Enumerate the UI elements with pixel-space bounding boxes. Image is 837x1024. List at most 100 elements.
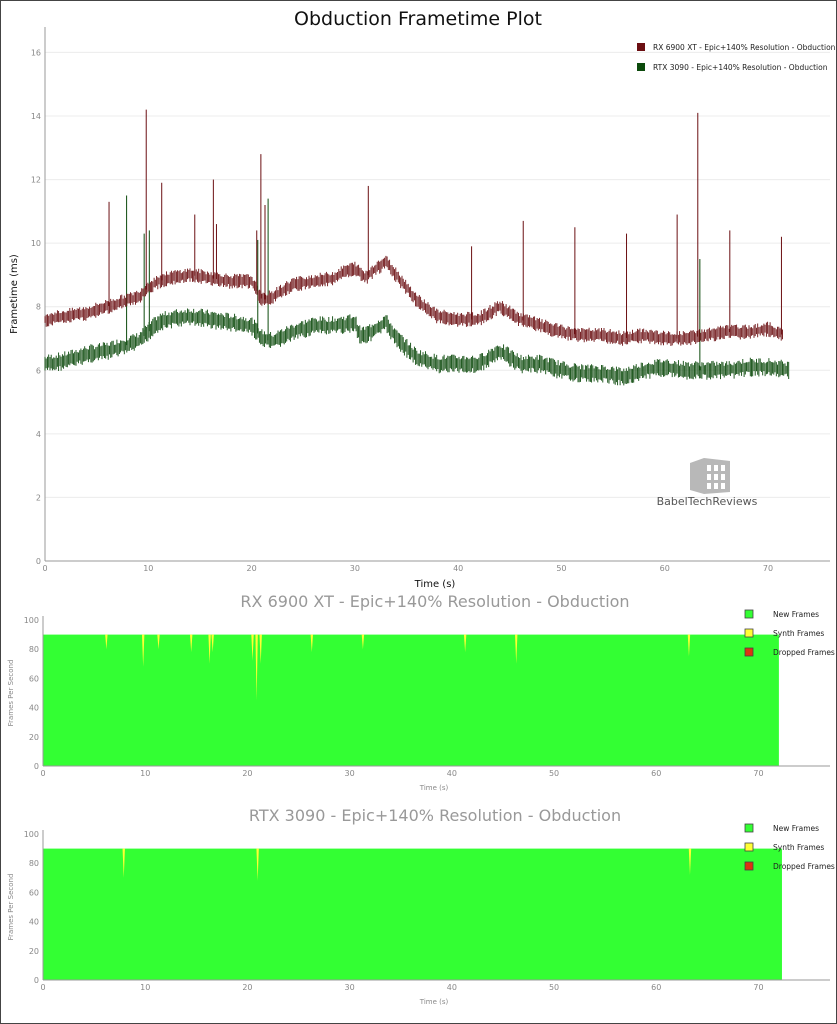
x-tick-label: 30 [350, 564, 360, 573]
synth-frames-dip [122, 848, 125, 878]
fps-chart-title: RTX 3090 - Epic+140% Resolution - Obduct… [249, 806, 621, 825]
x-tick-label: 40 [447, 983, 457, 992]
x-tick-label: 70 [753, 769, 763, 778]
logo-window [714, 474, 718, 480]
synth-frames-dip [190, 634, 193, 653]
watermark-text: BabelTechReviews [657, 495, 758, 508]
x-tick-label: 10 [143, 564, 153, 573]
synth-frames-dip [256, 848, 259, 881]
logo-window [707, 465, 711, 471]
y-tick-label: 20 [29, 733, 39, 742]
logo-window [721, 474, 725, 480]
synth-frames-dip [105, 634, 108, 650]
y-tick-label: 0 [36, 557, 41, 566]
y-tick-label: 80 [29, 859, 39, 868]
synth-frames-dip [687, 634, 691, 657]
x-tick-label: 60 [660, 564, 670, 573]
legend-label: Dropped Frames [773, 648, 835, 657]
logo-window [721, 483, 725, 489]
synth-frames-dip [515, 634, 518, 664]
legend-label: Synth Frames [773, 843, 824, 852]
x-tick-label: 40 [447, 769, 457, 778]
legend-label: New Frames [773, 610, 819, 619]
y-tick-label: 60 [29, 888, 39, 897]
x-tick-label: 0 [40, 769, 45, 778]
legend-label: New Frames [773, 824, 819, 833]
y-axis-label: Frames Per Second [7, 874, 15, 941]
synth-frames-dip [157, 634, 160, 650]
legend-swatch [744, 647, 754, 657]
synth-frames-dip [259, 634, 262, 664]
synth-frames-dip [208, 634, 211, 664]
x-axis-label: Time (s) [419, 998, 449, 1006]
logo-window [707, 474, 711, 480]
x-tick-label: 0 [42, 564, 47, 573]
x-tick-label: 60 [651, 769, 661, 778]
legend-swatch [637, 63, 645, 71]
legend-label: RX 6900 XT - Epic+140% Resolution - Obdu… [653, 43, 836, 52]
fps-chart-rtx3090: RTX 3090 - Epic+140% Resolution - Obduct… [7, 806, 835, 1006]
legend-label: RTX 3090 - Epic+140% Resolution - Obduct… [653, 63, 828, 72]
y-tick-label: 0 [34, 762, 39, 771]
y-tick-label: 100 [24, 616, 39, 625]
x-tick-label: 10 [140, 769, 150, 778]
y-tick-label: 6 [36, 366, 41, 375]
x-tick-label: 50 [556, 564, 566, 573]
y-tick-label: 12 [31, 176, 41, 185]
legend-swatch [744, 823, 754, 833]
synth-frames-dip [463, 634, 467, 653]
y-tick-label: 2 [36, 493, 41, 502]
watermark: BabelTechReviews [657, 458, 758, 508]
synth-frames-dip [310, 634, 314, 653]
frametime-chart: Obduction Frametime Plot 0 2 4 6 8 10 12 14 16 0 10… [9, 8, 836, 590]
x-tick-label: 60 [651, 983, 661, 992]
y-tick-label: 0 [34, 976, 39, 985]
series-band [44, 255, 783, 346]
x-tick-label: 30 [345, 769, 355, 778]
x-axis-label: Time (s) [414, 579, 456, 590]
x-axis-label: Time (s) [419, 784, 449, 792]
x-tick-label: 20 [246, 564, 256, 573]
synth-frames-dip [688, 848, 692, 875]
legend-swatch [744, 609, 754, 619]
fps-chart-title: RX 6900 XT - Epic+140% Resolution - Obdu… [240, 592, 629, 611]
synth-frames-dip [255, 634, 258, 701]
synth-frames-dip [361, 634, 365, 650]
y-tick-label: 10 [31, 239, 41, 248]
y-tick-label: 20 [29, 947, 39, 956]
fps-chart-rx6900xt: RX 6900 XT - Epic+140% Resolution - Obdu… [7, 592, 835, 792]
new-frames-area [43, 848, 782, 980]
legend-swatch [744, 628, 754, 638]
series-rtx3090 [44, 195, 790, 386]
x-tick-label: 20 [242, 983, 252, 992]
logo-window [714, 465, 718, 471]
y-axis-label: Frames Per Second [7, 660, 15, 727]
synth-frames-dip [141, 634, 145, 667]
x-tick-label: 10 [140, 983, 150, 992]
y-tick-label: 14 [31, 112, 41, 121]
y-tick-label: 40 [29, 704, 39, 713]
series-rx6900xt [44, 109, 783, 346]
y-tick-label: 100 [24, 830, 39, 839]
logo-window [714, 483, 718, 489]
new-frames-area [43, 634, 779, 766]
y-tick-label: 80 [29, 645, 39, 654]
x-tick-label: 70 [763, 564, 773, 573]
legend-label: Dropped Frames [773, 862, 835, 871]
legend-swatch [744, 861, 754, 871]
legend-swatch [637, 43, 645, 51]
x-tick-label: 70 [753, 983, 763, 992]
x-tick-label: 0 [40, 983, 45, 992]
legend-swatch [744, 842, 754, 852]
x-tick-label: 30 [345, 983, 355, 992]
logo-window [721, 465, 725, 471]
synth-frames-dip [211, 634, 214, 653]
series-band [44, 308, 790, 386]
y-axis-label: Frametime (ms) [9, 254, 20, 334]
y-tick-label: 16 [31, 48, 41, 57]
x-tick-label: 20 [242, 769, 252, 778]
legend-label: Synth Frames [773, 629, 824, 638]
frametime-chart-title: Obduction Frametime Plot [294, 8, 542, 30]
